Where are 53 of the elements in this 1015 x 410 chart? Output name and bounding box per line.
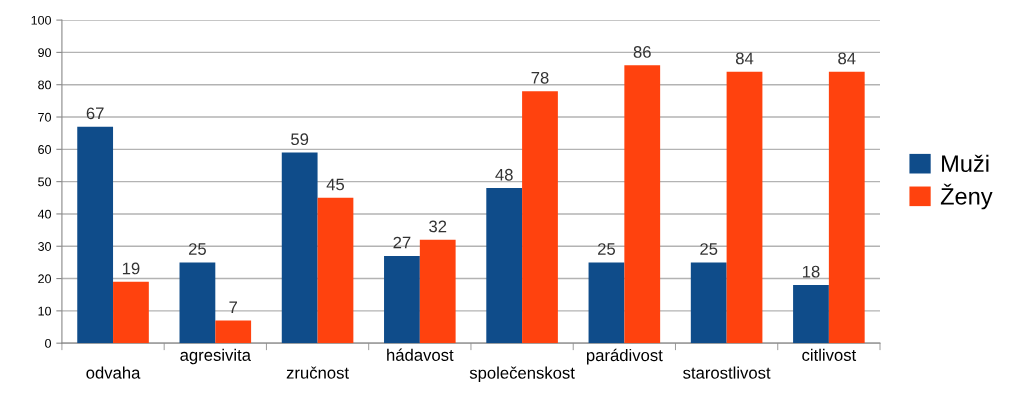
bar (486, 188, 523, 344)
data-label: 7 (229, 301, 237, 313)
y-tick-label: 10 (38, 306, 52, 316)
y-tick-label: 40 (37, 209, 52, 219)
x-tick-label: agresivita (180, 348, 251, 365)
bar (793, 285, 829, 344)
x-tick-label: starostlivost (683, 366, 771, 379)
bar (179, 262, 216, 344)
data-label: 25 (700, 243, 718, 255)
bar (384, 255, 420, 344)
bar (281, 152, 318, 344)
x-tick-label: společenskost (469, 366, 575, 383)
data-label: 86 (633, 46, 651, 58)
bar (317, 197, 354, 344)
x-tick-label: citlivost (802, 348, 857, 361)
data-label: 27 (393, 236, 411, 249)
y-tick-label: 20 (38, 274, 52, 284)
data-label: 59 (291, 133, 309, 146)
bar (828, 71, 865, 344)
data-label: 67 (86, 107, 104, 120)
x-tick-label: odvaha (86, 366, 141, 379)
y-tick-label: 50 (38, 177, 52, 187)
y-tick-label: 100 (31, 15, 52, 25)
y-tick-label: 80 (38, 80, 52, 90)
data-label: 25 (598, 243, 616, 255)
data-label: 48 (495, 168, 513, 181)
data-label: 19 (122, 262, 140, 275)
x-tick-label: zručnost (286, 366, 349, 379)
bar (588, 262, 625, 344)
bar (419, 239, 456, 344)
x-tick-label: parádivost (586, 348, 663, 365)
data-label: 32 (429, 220, 447, 233)
legend-label: Ženy (940, 183, 993, 210)
bar (77, 126, 114, 344)
y-tick-label: 60 (38, 145, 52, 154)
y-tick-label: 90 (38, 48, 52, 58)
bar (113, 281, 149, 344)
data-label: 84 (735, 52, 754, 65)
data-label: 84 (838, 52, 856, 65)
bar (624, 65, 661, 344)
y-tick-label: 30 (38, 242, 52, 251)
x-tick-label: hádavost (387, 348, 454, 361)
legend-label: Muži (942, 154, 989, 173)
bar (522, 91, 558, 344)
y-tick-label: 70 (38, 112, 52, 122)
bar (690, 262, 727, 344)
data-label: 45 (326, 178, 345, 191)
y-tick-label: 0 (45, 338, 52, 348)
data-label: 78 (531, 71, 549, 84)
bar (215, 320, 252, 344)
data-label: 18 (802, 265, 820, 278)
bar (726, 71, 763, 344)
data-label: 25 (188, 243, 206, 255)
